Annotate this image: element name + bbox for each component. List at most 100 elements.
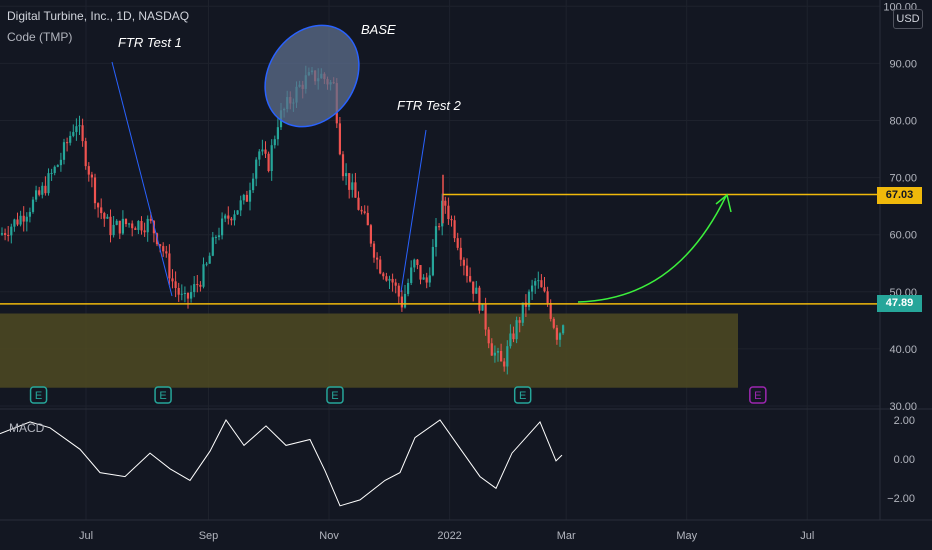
candle-body [369, 225, 372, 244]
candle-body [428, 275, 431, 283]
candle-body [227, 215, 230, 219]
candle-body [397, 285, 400, 297]
candle-body [543, 287, 546, 292]
candle-body [245, 194, 248, 202]
candle-body [500, 350, 503, 362]
candle-body [59, 159, 62, 166]
candle-body [13, 219, 16, 227]
candle-body [273, 139, 276, 146]
indicator-code-label[interactable]: Code (TMP) [7, 30, 73, 44]
annotation-base[interactable]: BASE [361, 22, 396, 37]
candle-body [524, 302, 527, 307]
candle-body [128, 223, 131, 225]
candle-body [66, 142, 69, 144]
candle-body [484, 303, 487, 330]
symbol-title[interactable]: Digital Turbine, Inc., 1D, NASDAQ [7, 9, 190, 23]
candle-body [531, 285, 534, 292]
candle-body [62, 142, 66, 160]
candle-body [450, 219, 453, 221]
candle-body [0, 233, 4, 235]
candle-body [236, 210, 239, 215]
candle-body [469, 276, 472, 282]
candle-body [540, 280, 543, 288]
currency-badge[interactable]: USD [893, 9, 923, 29]
candle-body [496, 350, 500, 353]
candle-body [7, 235, 10, 237]
candle-body [422, 277, 425, 280]
candle-body [407, 282, 410, 294]
candle-body [109, 216, 112, 236]
earnings-marker [326, 386, 344, 404]
macd-pane-label[interactable]: MACD [9, 421, 45, 435]
candle-body [199, 284, 202, 287]
candle-body [419, 265, 422, 280]
candle-body [441, 200, 444, 227]
candle-body [10, 226, 13, 236]
candle-body [518, 320, 521, 323]
candle-body [410, 267, 413, 283]
candle-body [230, 218, 233, 221]
candle-body [394, 282, 397, 286]
candle-body [512, 333, 515, 340]
candle-body [16, 219, 19, 225]
candle-body [69, 135, 72, 143]
candle-body [345, 173, 348, 177]
candle-body [196, 284, 199, 286]
candle-body [146, 218, 149, 233]
candle-body [143, 230, 146, 233]
candle-body [255, 159, 258, 179]
candle-body [267, 153, 270, 172]
candle-body [124, 218, 128, 225]
candle-body [509, 333, 512, 347]
candle-body [537, 280, 540, 282]
candle-body [348, 173, 351, 190]
candle-body [47, 173, 50, 194]
earnings-marker-label: E [519, 390, 526, 402]
candle-body [50, 172, 53, 174]
x-tick-label: Mar [557, 530, 576, 542]
y-tick-label: 90.00 [889, 58, 917, 70]
candle-body [546, 291, 549, 304]
candle-body [515, 320, 518, 340]
candle-body [413, 259, 416, 268]
candle-body [552, 318, 555, 328]
earnings-marker [29, 386, 48, 404]
candle-body [221, 218, 224, 236]
candle-body [75, 126, 78, 133]
candle-body [19, 215, 22, 225]
candle-body [270, 145, 273, 172]
candle-body [453, 220, 456, 239]
projection-arrowhead [715, 193, 732, 213]
x-tick-label: May [676, 530, 697, 542]
candle-body [431, 246, 434, 276]
candle-body [81, 125, 84, 142]
macd-tick-label: 0.00 [894, 454, 915, 466]
earnings-marker [154, 386, 172, 404]
candle-body [90, 174, 93, 178]
candle-body [363, 211, 366, 213]
candle-body [388, 278, 391, 281]
candle-body [379, 259, 382, 274]
candle-body [239, 200, 242, 211]
projection-arrow [577, 195, 727, 303]
macd-layer: 2.00 0.00 −2.00 [0, 415, 915, 507]
annotation-ftr-test-2[interactable]: FTR Test 2 [397, 98, 461, 113]
candle-body [444, 200, 447, 206]
candle-body [503, 361, 506, 367]
candle-body [190, 292, 193, 299]
ftr2-arrow-line [400, 129, 427, 293]
annotation-ftr-test-1[interactable]: FTR Test 1 [118, 35, 182, 50]
candle-body [248, 190, 252, 202]
earnings-marker [749, 386, 767, 404]
candle-body [118, 220, 121, 234]
candle-body [521, 302, 524, 323]
candle-body [35, 190, 38, 200]
candle-body [31, 199, 35, 212]
candle-body [106, 216, 109, 219]
candle-body [217, 235, 221, 238]
candle-body [168, 253, 171, 279]
